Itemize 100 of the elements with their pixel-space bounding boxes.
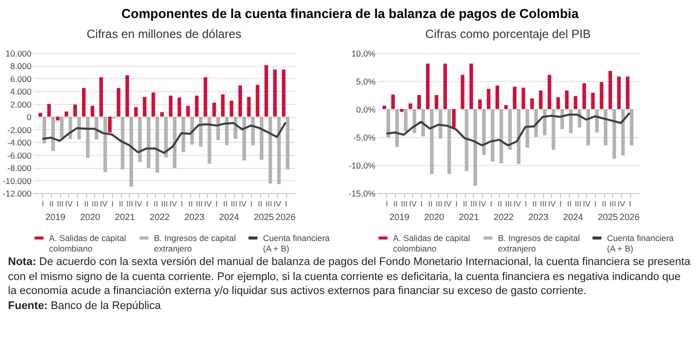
bar [47, 104, 51, 117]
text: Nota: De acuerdo con la sexta versión del manual de balanza de pagos del Fondo Monetario Internacional, la cuenta financiera se presenta con el mismo signo de la cuenta corriente. Por ejemplo, si la cuenta corriente es deficitaria, la cuenta financiera es negativa indicando que la economía acude a financiación externa y/o liquidar sus activos externos para financiar su exceso de gasto corriente. [8, 255, 692, 298]
bar [51, 116, 55, 151]
legend-label: A. Salidas de capital colombiano [49, 233, 126, 254]
bar [460, 74, 464, 109]
x-tick-label: III [230, 200, 238, 208]
x-tick-label: II [188, 200, 193, 208]
bar [512, 86, 516, 109]
bar [212, 102, 216, 117]
bar [478, 99, 482, 109]
x-tick-label: IV [478, 200, 487, 208]
line-series [385, 112, 631, 146]
y-tick-label: 8.000 [10, 61, 32, 72]
bar [556, 97, 560, 109]
bar [552, 109, 556, 150]
x-tick-label: III [470, 200, 478, 208]
chart-subtitle: Cifras como porcentaje del PIB [425, 27, 591, 41]
text: 2024 [219, 212, 240, 222]
legend-label: Cuenta financiera (A + B) [263, 233, 330, 254]
x-tick-label: IV [582, 200, 592, 208]
bar [94, 116, 98, 140]
x-tick-label: II [428, 200, 433, 208]
x-tick-label: IV [444, 200, 452, 208]
bar [42, 116, 46, 144]
line-series [41, 121, 287, 154]
bar [469, 64, 474, 109]
text: Componentes de la cuenta financiera de la balanza de pagos de Colombia [120, 5, 580, 23]
bar [426, 64, 430, 109]
text: 2026 [620, 212, 640, 222]
bar [438, 109, 442, 139]
bar [486, 88, 490, 109]
x-tick-label: II [49, 200, 54, 208]
x-tick-label: IV [169, 200, 178, 208]
bar [138, 116, 142, 162]
bar [129, 116, 134, 187]
bar [600, 82, 604, 109]
legend-label: Cuenta financiera (A + B) [607, 233, 674, 254]
x-tick-label: III [92, 200, 98, 208]
bar [134, 107, 138, 117]
x-tick-label: IV [134, 200, 143, 208]
bar [496, 85, 500, 109]
bar [608, 70, 612, 109]
bar [178, 98, 182, 117]
bar [194, 96, 199, 117]
bar [225, 116, 229, 146]
bar [447, 109, 451, 174]
x-tick-label: II [462, 200, 468, 208]
bar [256, 84, 260, 117]
bar [182, 116, 186, 152]
bar [125, 75, 130, 117]
x-tick-label: II [258, 200, 262, 208]
x-tick-label: I [250, 200, 253, 208]
x-tick-label: I [524, 200, 527, 208]
bar [277, 116, 281, 184]
source-note: Fuente: Banco de la República [8, 298, 162, 313]
text: 2021 [458, 212, 479, 222]
x-tick-label: IV [618, 200, 626, 208]
bar [116, 88, 120, 117]
bar [168, 96, 172, 117]
x-tick-label: II [84, 200, 89, 208]
x-tick-label: II [223, 200, 228, 208]
legend-label: A. Salidas de capital colombiano [393, 233, 470, 254]
bar [208, 116, 212, 164]
bar [56, 116, 60, 120]
y-tick-label: 5,0% [356, 76, 376, 86]
x-tick-label: I [146, 200, 148, 208]
bar [204, 77, 208, 117]
bar [238, 85, 242, 117]
y-tick-label: -6.000 [7, 150, 32, 160]
y-tick-label: -10,0% [348, 160, 376, 170]
text: 2022 [494, 212, 514, 222]
bar [617, 76, 621, 109]
x-tick-label: III [540, 200, 547, 208]
y-tick-label: -10.000 [2, 176, 32, 186]
y-tick-label: -5,0% [353, 132, 376, 142]
x-tick-label: II [567, 200, 572, 208]
bar [282, 70, 286, 117]
bar [430, 109, 434, 174]
x-tick-label: IV [548, 200, 556, 208]
y-tick-label: 10.000 [6, 48, 32, 58]
chart-subtitle: Cifras en millones de dólares [86, 27, 242, 41]
y-tick-label: -4.000 [7, 138, 32, 148]
text: 2020 [80, 212, 100, 222]
bar [242, 116, 246, 161]
x-tick-label: II [602, 200, 606, 208]
bar [82, 88, 86, 117]
bar [395, 109, 399, 148]
x-tick-label: I [560, 200, 562, 208]
bar [504, 105, 508, 109]
bar [621, 109, 625, 156]
text: 2023 [528, 212, 548, 222]
bar [500, 109, 504, 164]
x-tick-label: III [161, 200, 168, 208]
x-tick-label: IV [65, 200, 74, 208]
x-tick-label: I [594, 200, 597, 208]
bar [73, 104, 77, 117]
x-tick-label: IV [513, 200, 522, 208]
bar [86, 116, 90, 158]
y-tick-label: 2.000 [10, 99, 32, 110]
x-tick-label: II [154, 200, 158, 208]
